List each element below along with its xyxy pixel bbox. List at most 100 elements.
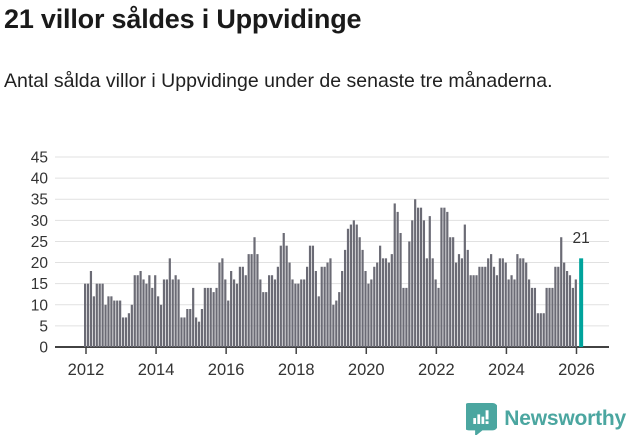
bar xyxy=(381,258,385,347)
bar xyxy=(428,216,431,347)
bar xyxy=(247,254,250,347)
bar xyxy=(542,313,545,347)
bar xyxy=(92,296,95,347)
bar xyxy=(154,275,157,347)
bar xyxy=(139,271,142,347)
bar xyxy=(159,304,163,347)
x-tick-label: 2020 xyxy=(348,361,385,379)
bar xyxy=(218,262,221,347)
bar xyxy=(121,317,125,347)
bar xyxy=(431,258,434,347)
bar xyxy=(84,283,87,347)
bar xyxy=(484,266,487,347)
bar xyxy=(157,296,160,347)
bar xyxy=(352,220,355,347)
bar xyxy=(379,245,382,347)
bar xyxy=(358,237,361,347)
bar xyxy=(411,220,414,347)
bar xyxy=(414,199,417,347)
bar xyxy=(151,287,154,347)
bar xyxy=(510,275,513,347)
bar xyxy=(259,279,262,347)
bar xyxy=(311,245,315,347)
bar xyxy=(422,220,426,347)
bar xyxy=(127,313,131,347)
bar xyxy=(349,224,353,347)
bar xyxy=(107,296,110,347)
bar xyxy=(387,262,390,347)
bar xyxy=(174,275,177,347)
bar xyxy=(294,283,297,347)
bar xyxy=(320,266,323,347)
y-tick-label: 5 xyxy=(39,318,48,335)
bar xyxy=(268,275,271,347)
bar xyxy=(346,228,350,347)
bar xyxy=(270,275,274,347)
bar xyxy=(119,300,122,347)
bar xyxy=(308,245,312,347)
bar xyxy=(563,262,566,347)
bar xyxy=(457,254,461,347)
newsworthy-logo[interactable]: Newsworthy xyxy=(463,402,626,437)
bar xyxy=(171,279,174,347)
bar xyxy=(194,317,198,347)
bar xyxy=(434,279,437,347)
bar xyxy=(177,279,180,347)
bar xyxy=(235,283,239,347)
bar xyxy=(399,233,402,347)
bar xyxy=(104,304,107,347)
bar xyxy=(571,287,575,347)
newsworthy-badge-icon xyxy=(463,402,499,437)
bar xyxy=(326,262,329,347)
bar xyxy=(221,258,224,347)
bar xyxy=(133,275,136,347)
bar xyxy=(285,245,288,347)
bar xyxy=(165,279,168,347)
bar xyxy=(89,271,93,347)
bar xyxy=(539,313,542,347)
bar xyxy=(300,279,303,347)
bar xyxy=(370,279,373,347)
bar xyxy=(200,309,204,347)
bar xyxy=(449,237,452,347)
bar xyxy=(189,309,192,347)
bar xyxy=(516,254,519,347)
y-tick-label: 20 xyxy=(31,255,49,272)
bar xyxy=(498,258,501,347)
bar xyxy=(408,241,411,347)
bar xyxy=(472,275,475,347)
x-tick-label: 2024 xyxy=(488,361,525,379)
bar xyxy=(373,266,376,347)
bar xyxy=(419,207,423,347)
bar xyxy=(530,287,534,347)
bar xyxy=(367,283,370,347)
bar xyxy=(276,266,279,347)
bar xyxy=(317,296,320,347)
bar xyxy=(250,254,253,347)
bar xyxy=(282,233,285,347)
bar xyxy=(452,237,455,347)
bar xyxy=(183,317,186,347)
bar xyxy=(288,262,291,347)
x-tick-label: 2012 xyxy=(68,361,105,379)
bar xyxy=(180,317,183,347)
x-tick-label: 2018 xyxy=(278,361,315,379)
bar xyxy=(206,287,209,347)
bar xyxy=(437,287,440,347)
bar xyxy=(341,271,344,347)
bar xyxy=(256,254,259,347)
bar xyxy=(545,287,548,347)
bar xyxy=(148,275,151,347)
bar xyxy=(495,275,499,347)
bar xyxy=(487,258,490,347)
y-tick-label: 30 xyxy=(31,213,49,230)
bar xyxy=(364,271,367,347)
highlight-bar xyxy=(579,258,584,347)
bar xyxy=(548,287,551,347)
bar xyxy=(416,207,420,347)
bar xyxy=(513,279,516,347)
bar xyxy=(393,203,396,347)
bar xyxy=(209,287,212,347)
bar xyxy=(536,313,539,347)
sales-bar-chart: 0 5 10 15 20 25 30 35 40 45 2012 2014 2016 2018 2020 20… xyxy=(0,140,631,380)
